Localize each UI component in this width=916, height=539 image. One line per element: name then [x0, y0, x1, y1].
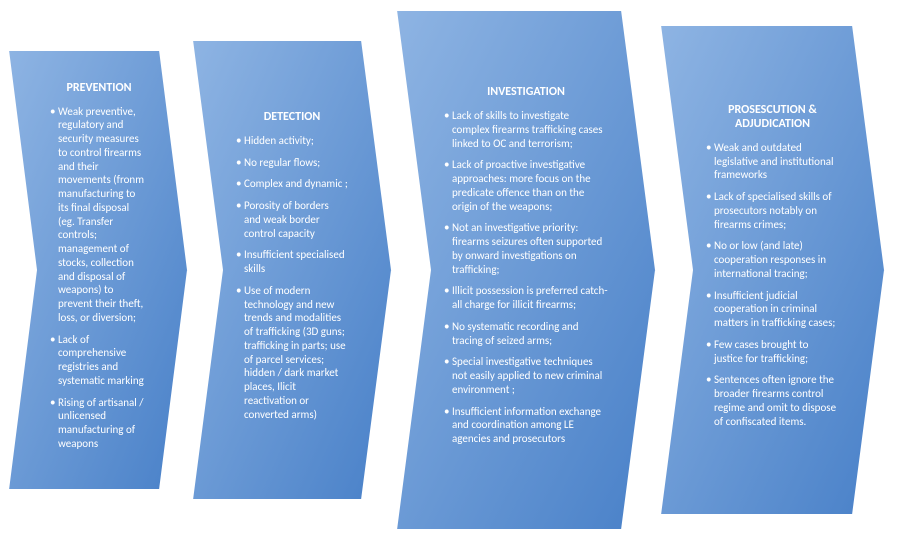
arrow-2-bullet-3: Illicit possession is preferred catch-al…: [444, 284, 608, 312]
arrow-3: PROSESCUTION & ADJUDICATION Weak and out…: [660, 25, 885, 515]
arrow-bullets-2: Lack of skills to investigate complex fi…: [434, 109, 618, 454]
arrow-3-bullet-1: Lack of specialised skills of prosecutor…: [706, 190, 839, 231]
arrow-bullets-1: Hidden activity; No regular flows; Complex…: [226, 134, 358, 430]
arrow-0-bullet-0: Weak preventive, regulatory and security…: [50, 105, 148, 325]
arrow-title-2: INVESTIGATION: [434, 85, 618, 99]
arrow-3-bullet-2: No or low (and late) cooperation respons…: [706, 239, 839, 280]
arrow-3-bullet-0: Weak and outdated legislative and instit…: [706, 141, 839, 182]
arrow-1: DETECTION Hidden activity; No regular flo…: [192, 40, 392, 500]
arrow-0-bullet-2: Rising of artisanal / unlicensed manufac…: [50, 396, 148, 451]
arrow-bullets-3: Weak and outdated legislative and instit…: [696, 141, 849, 437]
arrow-2-bullet-0: Lack of skills to investigate complex fi…: [444, 109, 608, 150]
arrow-2-bullet-2: Not an investigative priority: firearms …: [444, 221, 608, 276]
arrow-2-bullet-4: No systematic recording and tracing of s…: [444, 320, 608, 348]
arrow-1-bullet-5: Use of modern technology and new trends …: [236, 284, 348, 422]
arrow-2-bullet-5: Special investigative techniques not eas…: [444, 355, 608, 396]
arrow-3-bullet-4: Few cases brought to justice for traffic…: [706, 338, 839, 366]
arrow-1-bullet-1: No regular flows;: [236, 156, 348, 170]
arrow-0: PREVENTION Weak preventive, regulatory a…: [8, 50, 188, 490]
arrow-1-bullet-4: Insufficient specialised skills: [236, 248, 348, 276]
arrow-3-bullet-3: Insufficient judicial cooperation in cri…: [706, 289, 839, 330]
arrow-title-3: PROSESCUTION & ADJUDICATION: [696, 103, 849, 131]
arrow-2-bullet-6: Insufficient information exchange and co…: [444, 405, 608, 446]
arrow-2-bullet-1: Lack of proactive investigative approach…: [444, 158, 608, 213]
arrow-1-bullet-2: Complex and dynamic ;: [236, 177, 348, 191]
arrow-bullets-0: Weak preventive, regulatory and security…: [40, 105, 158, 459]
arrow-2: INVESTIGATION Lack of skills to investig…: [396, 10, 656, 530]
arrow-0-bullet-1: Lack of comprehensive registries and sys…: [50, 333, 148, 388]
arrow-title-0: PREVENTION: [40, 81, 158, 95]
arrow-row: PREVENTION Weak preventive, regulatory a…: [0, 0, 916, 539]
arrow-1-bullet-3: Porosity of borders and weak border cont…: [236, 199, 348, 240]
arrow-title-1: DETECTION: [226, 110, 358, 124]
arrow-1-bullet-0: Hidden activity;: [236, 134, 348, 148]
arrow-3-bullet-5: Sentences often ignore the broader firea…: [706, 373, 839, 428]
